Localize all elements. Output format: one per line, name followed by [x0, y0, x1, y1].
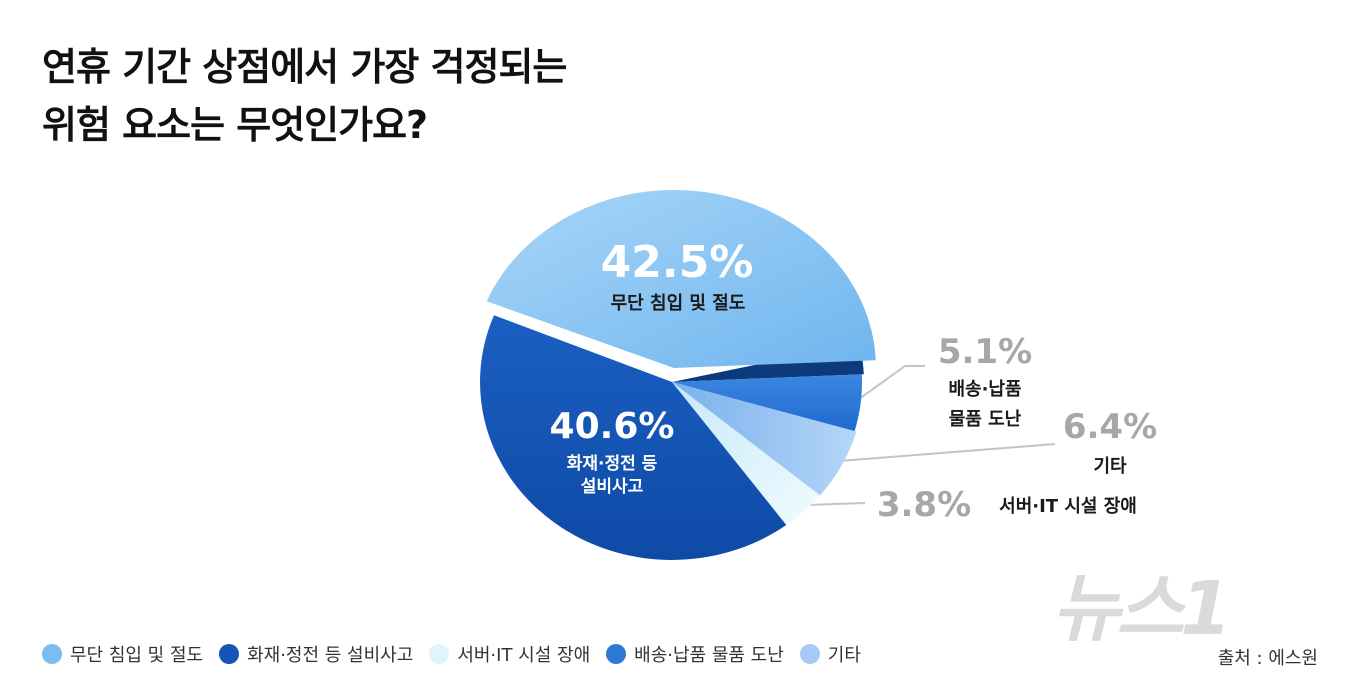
- legend-label: 무단 침입 및 절도: [70, 645, 204, 666]
- slice-label-delivery-pct: 5.1%: [938, 332, 1032, 372]
- pie-slice-theft: [486, 189, 876, 368]
- chart-title-line-1: 연휴 기간 상점에서 가장 걱정되는: [42, 45, 567, 89]
- legend-item: 화재·정전 등 설비사고: [219, 641, 413, 667]
- legend-swatch: [42, 644, 62, 664]
- pie-slice-delivery: [672, 374, 862, 432]
- legend-swatch: [606, 644, 627, 664]
- slice-label-fire-name-1: 화재·정전 등: [567, 454, 658, 474]
- legend-swatch: [429, 644, 450, 664]
- slice-label-server-name: 서버·IT 시설 장애: [999, 496, 1137, 517]
- chart-title-line-2: 위험 요소는 무엇인가요?: [42, 103, 428, 147]
- slice-label-theft-name: 무단 침입 및 절도: [611, 292, 746, 314]
- legend-item: 서버·IT 시설 장애: [429, 641, 590, 667]
- legend-label: 배송·납품 물품 도난: [634, 645, 784, 666]
- chart-legend: 무단 침입 및 절도 화재·정전 등 설비사고 서버·IT 시설 장애 배송·납품 물…: [42, 641, 877, 667]
- leader-line-other: [834, 443, 1056, 463]
- slice-label-server-pct: 3.8%: [877, 485, 971, 525]
- pie-slices: [480, 315, 864, 560]
- slice-label-fire-pct: 40.6%: [550, 406, 675, 447]
- slice-label-theft-pct: 42.5%: [601, 237, 754, 288]
- slice-label-other-name: 기타: [1093, 456, 1127, 477]
- legend-swatch: [219, 644, 240, 664]
- source-note: 출처 : 에스원: [1217, 648, 1318, 669]
- legend-label: 기타: [827, 645, 861, 666]
- legend-swatch: [799, 644, 820, 664]
- slice-label-delivery-name-2: 물품 도난: [949, 409, 1022, 430]
- slice-label-fire-name-2: 설비사고: [581, 477, 644, 497]
- pie-slice-fire: [480, 315, 787, 560]
- pie-slice-server: [672, 382, 820, 525]
- legend-label: 서버·IT 시설 장애: [457, 645, 591, 666]
- leader-line-delivery: [854, 365, 925, 404]
- legend-item: 기타: [799, 641, 861, 667]
- watermark-logo: 뉴스1: [1052, 566, 1232, 652]
- legend-label: 화재·정전 등 설비사고: [247, 645, 414, 666]
- chart-title: 연휴 기간 상점에서 가장 걱정되는 위험 요소는 무엇인가요?: [42, 38, 567, 154]
- legend-item: 배송·납품 물품 도난: [606, 641, 784, 667]
- slice-label-other-pct: 6.4%: [1063, 407, 1157, 447]
- theft-slice-exploded: [486, 189, 876, 368]
- slice-label-delivery-name-1: 배송·납품: [948, 379, 1021, 400]
- legend-item: 무단 침입 및 절도: [42, 641, 203, 667]
- pie-slice-other: [672, 382, 857, 496]
